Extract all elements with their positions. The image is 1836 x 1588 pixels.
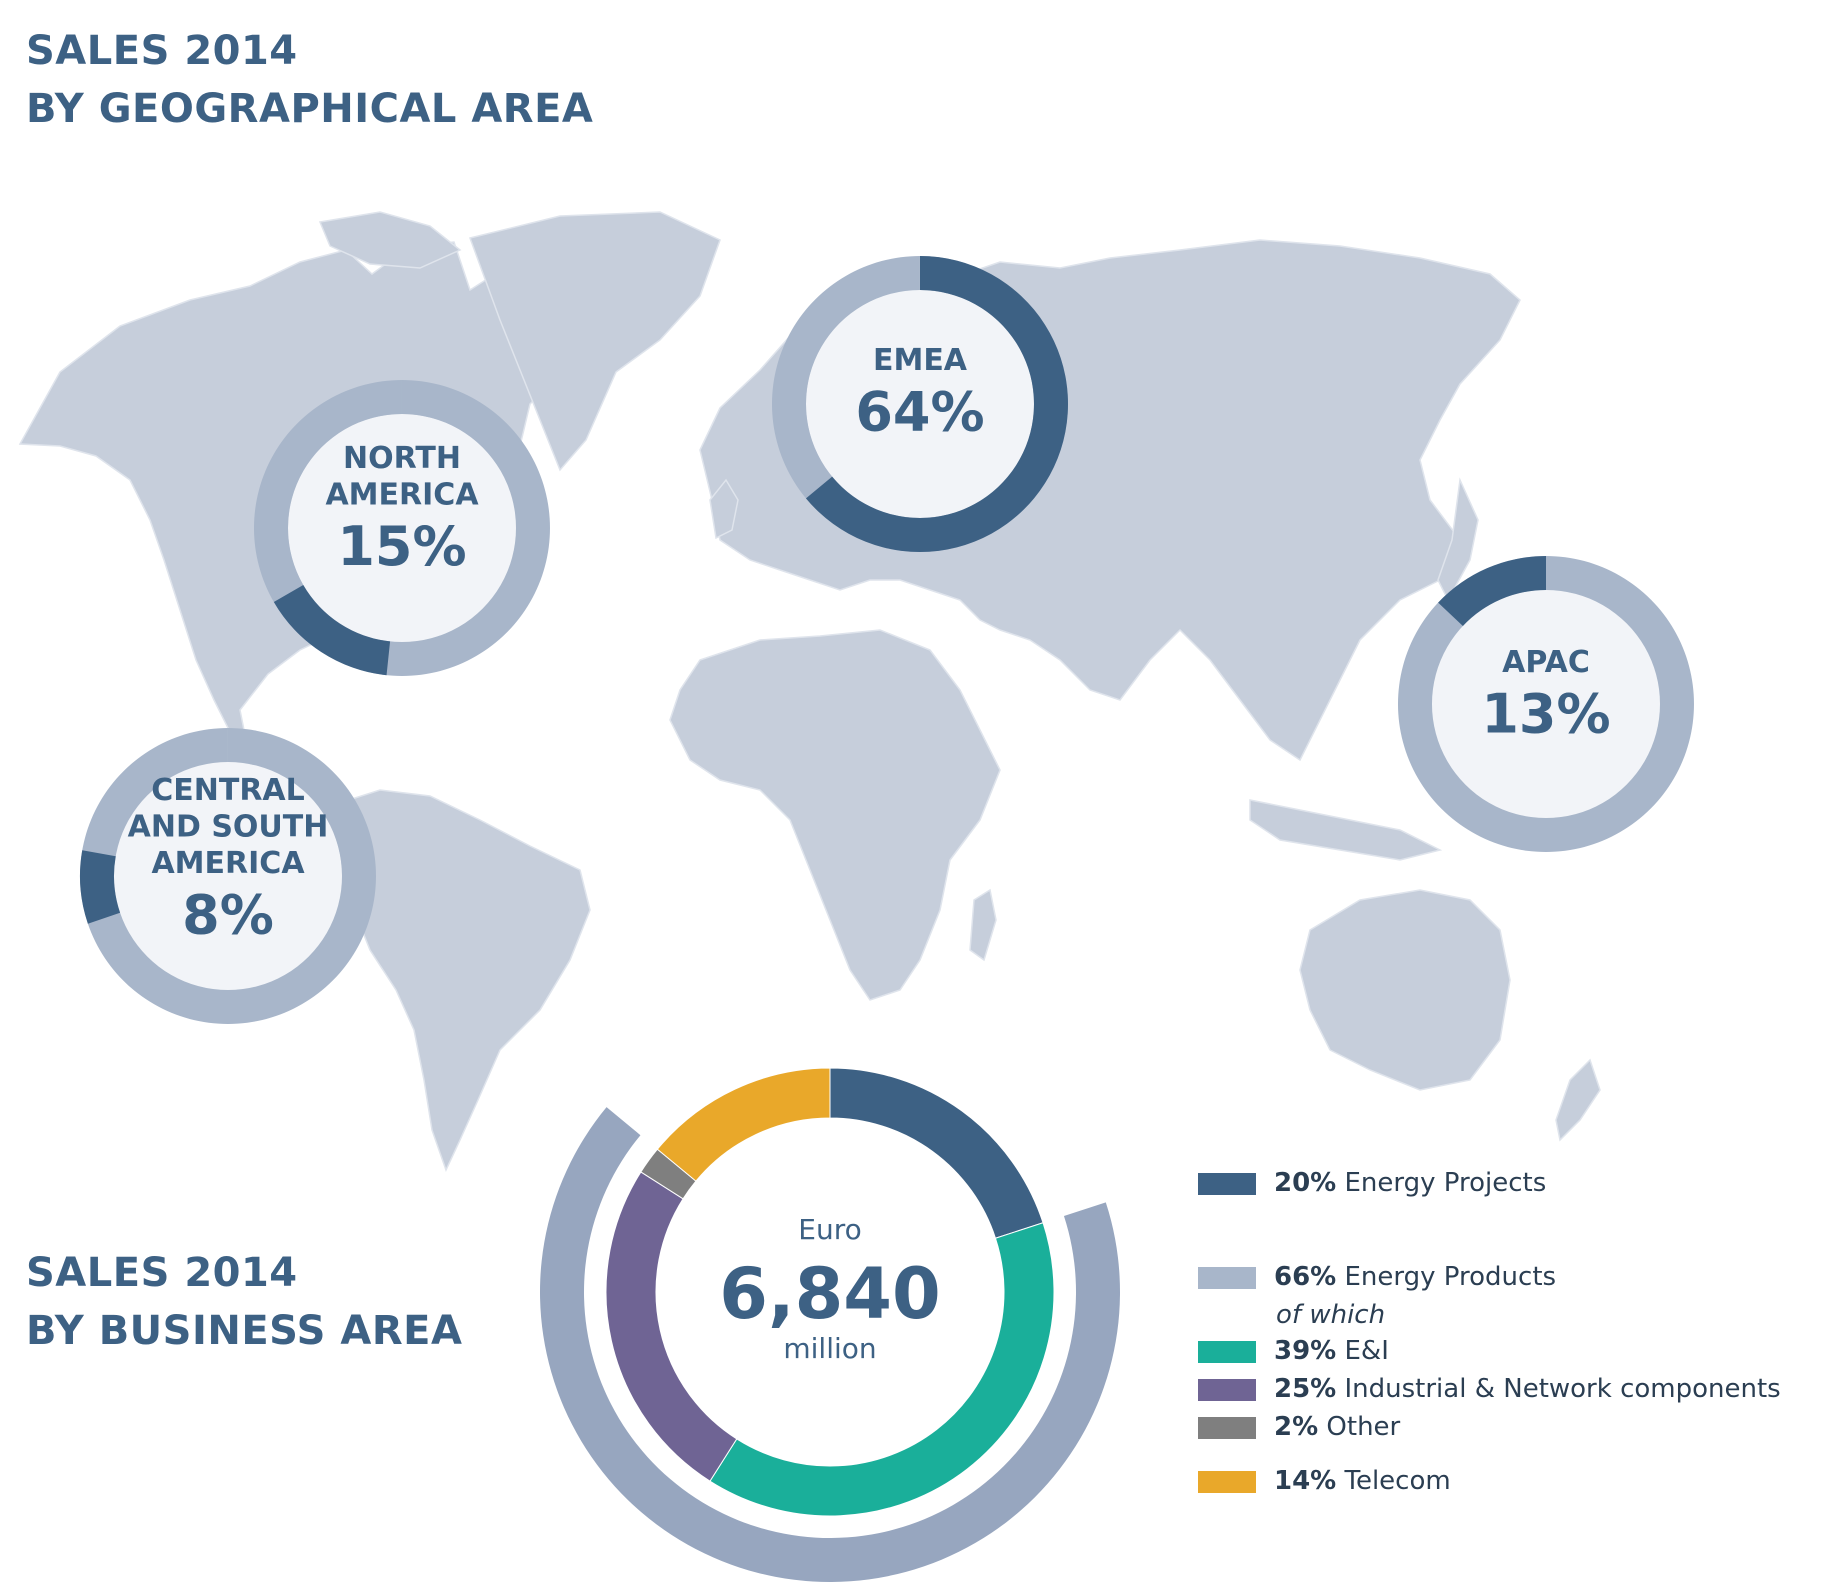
region-label-line: NORTH <box>343 441 461 476</box>
legend-item-industrial: 25% Industrial & Network components <box>1198 1374 1781 1404</box>
legend-swatch <box>1198 1266 1256 1289</box>
map-new-zealand <box>1555 1058 1601 1142</box>
region-label-line: APAC <box>1502 645 1590 680</box>
region-value-label: 8% <box>182 884 274 947</box>
business-center-top: Euro <box>798 1213 861 1246</box>
legend-item-ei: 39% E&I <box>1198 1336 1389 1366</box>
region-value-label: 13% <box>1481 682 1610 745</box>
donut-value-arc <box>79 850 121 924</box>
legend-pct: 25% <box>1274 1374 1337 1404</box>
legend-pct: 66% <box>1274 1262 1337 1292</box>
business-slice-telecom <box>656 1067 831 1182</box>
donut-value-arc <box>805 256 1068 552</box>
legend-item-energy-products: 66% Energy Products <box>1198 1262 1556 1292</box>
business-title-line-1: SALES 2014 <box>26 1250 298 1296</box>
map-indonesia <box>1249 799 1443 861</box>
donut-value-arc <box>273 585 391 676</box>
business-title-line-2: BY BUSINESS AREA <box>26 1308 463 1354</box>
legend-swatch <box>1198 1470 1256 1493</box>
map-south-america <box>329 789 591 1172</box>
legend-pct: 14% <box>1274 1466 1337 1496</box>
business-chart-title: SALES 2014 BY BUSINESS AREA <box>26 1244 462 1360</box>
region-value-label: 15% <box>337 515 466 578</box>
geo-title-line-2: BY GEOGRAPHICAL AREA <box>26 86 594 132</box>
legend-pct: 20% <box>1274 1168 1337 1198</box>
legend-label: Telecom <box>1344 1466 1451 1496</box>
legend-item-telecom: 14% Telecom <box>1198 1466 1451 1496</box>
legend-pct: 2% <box>1274 1412 1319 1442</box>
geo-chart-title: SALES 2014 BY GEOGRAPHICAL AREA <box>26 22 593 138</box>
map-greenland <box>469 211 721 472</box>
geo-donut-group: NORTHAMERICA15%EMEA64%APAC13%CENTRALAND … <box>79 256 1694 1025</box>
map-arctic-islands <box>318 211 462 269</box>
legend-item-energy-projects: 20% Energy Projects <box>1198 1168 1546 1198</box>
business-outer-arc-energy-products <box>540 1107 1120 1583</box>
legend-label: E&I <box>1344 1336 1389 1366</box>
business-donut-group <box>540 1004 1120 1583</box>
geo-title-line-1: SALES 2014 <box>26 28 298 74</box>
legend-note-of-which: of which <box>1276 1300 1386 1330</box>
donut-center-disc <box>1432 590 1660 818</box>
map-madagascar <box>969 888 997 962</box>
legend-swatch <box>1198 1172 1256 1195</box>
legend-label: Industrial & Network components <box>1344 1374 1781 1404</box>
donut-center-disc <box>806 290 1034 518</box>
legend-label: Energy Products <box>1344 1262 1557 1292</box>
region-label-line: AND SOUTH <box>128 810 329 845</box>
donut-center-disc <box>288 414 516 642</box>
legend-swatch <box>1198 1340 1256 1363</box>
region-label-line: EMEA <box>873 343 968 378</box>
legend-pct: 39% <box>1274 1336 1337 1366</box>
region-label-line: CENTRAL <box>151 773 305 808</box>
business-center-value: 6,840 <box>719 1253 940 1335</box>
map-africa <box>669 629 1001 1001</box>
business-center-bottom: million <box>783 1332 876 1365</box>
region-label-line: AMERICA <box>325 478 479 513</box>
legend-item-other: 2% Other <box>1198 1412 1400 1442</box>
region-label-line: AMERICA <box>151 846 305 881</box>
legend-swatch <box>1198 1378 1256 1401</box>
legend-swatch <box>1198 1416 1256 1439</box>
map-uk <box>709 478 739 540</box>
legend-label: Other <box>1326 1412 1401 1442</box>
donut-center-disc <box>114 762 342 990</box>
map-australia <box>1299 889 1511 1091</box>
region-value-label: 64% <box>855 380 984 443</box>
business-slice-e-i <box>709 1222 1055 1517</box>
donut-value-arc <box>1438 556 1546 626</box>
legend-label: Energy Projects <box>1344 1168 1547 1198</box>
